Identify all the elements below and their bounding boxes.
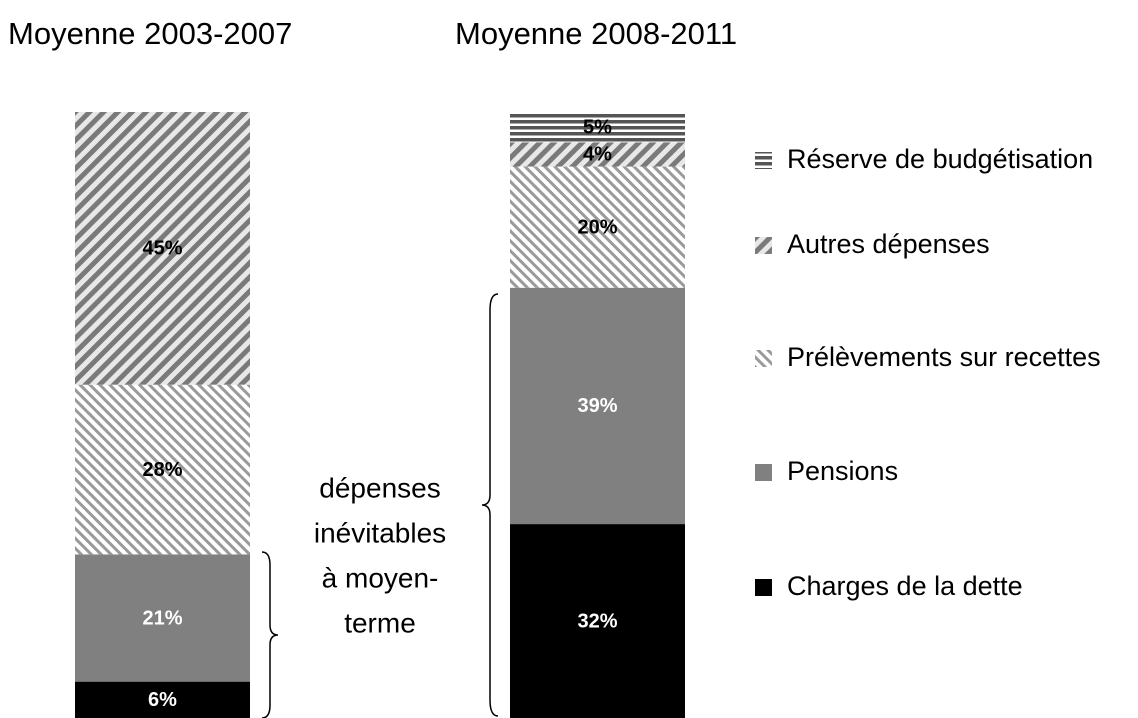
annotation: terme bbox=[344, 607, 416, 638]
brace bbox=[261, 551, 279, 718]
legend-swatch bbox=[755, 464, 772, 481]
legend-swatch bbox=[755, 152, 772, 169]
category-label: Moyenne 2008-2011 bbox=[455, 16, 737, 51]
bar-segment bbox=[75, 681, 250, 718]
bar-segment bbox=[75, 112, 250, 385]
bar-segment bbox=[510, 287, 685, 525]
value-label: 20% bbox=[577, 216, 617, 238]
legend-label: Pensions bbox=[787, 456, 898, 486]
annotation: à moyen- bbox=[322, 562, 439, 593]
bar-segment bbox=[510, 524, 685, 718]
value-label: 28% bbox=[142, 459, 182, 481]
legend-swatch bbox=[755, 350, 772, 367]
annotation: dépenses bbox=[319, 472, 440, 503]
value-label: 4% bbox=[583, 144, 612, 166]
legend-swatch bbox=[755, 579, 772, 596]
bar-segment bbox=[75, 384, 250, 555]
value-label: 6% bbox=[148, 689, 177, 711]
value-label: 21% bbox=[142, 607, 182, 629]
legend-label: Prélèvements sur recettes bbox=[787, 342, 1101, 372]
value-label: 39% bbox=[577, 395, 617, 417]
legend-swatch bbox=[755, 237, 772, 254]
legend-label: Charges de la dette bbox=[787, 571, 1023, 601]
bar-segment bbox=[510, 142, 685, 167]
bar-segment bbox=[510, 112, 685, 143]
bar-segment bbox=[510, 166, 685, 288]
legend-label: Réserve de budgétisation bbox=[787, 144, 1093, 174]
category-label: Moyenne 2003-2007 bbox=[8, 16, 292, 51]
value-label: 5% bbox=[583, 116, 612, 138]
value-label: 32% bbox=[577, 610, 617, 632]
bar-segment bbox=[75, 554, 250, 682]
legend-label: Autres dépenses bbox=[787, 229, 990, 259]
value-label: 45% bbox=[142, 238, 182, 260]
annotation: inévitables bbox=[314, 517, 446, 548]
brace bbox=[481, 293, 499, 717]
